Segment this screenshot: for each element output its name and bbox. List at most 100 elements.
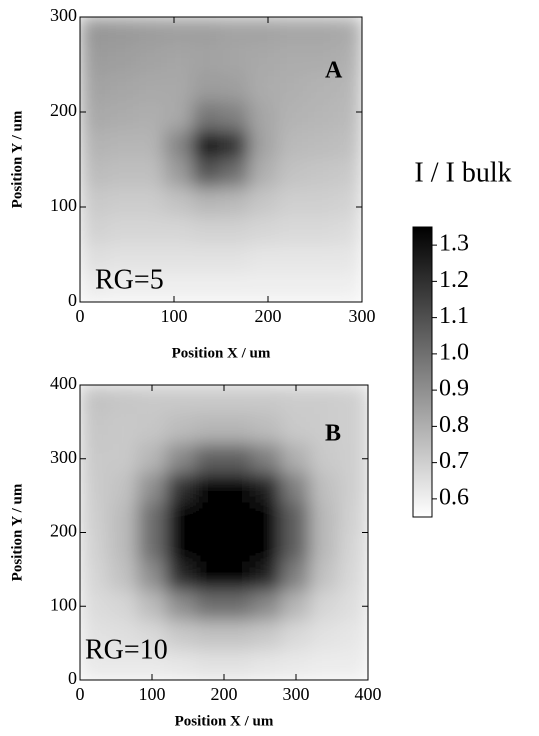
heatmap-area bbox=[80, 17, 362, 302]
cell bbox=[80, 532, 110, 563]
cell bbox=[220, 17, 250, 46]
cell bbox=[276, 102, 307, 132]
heatmap-area bbox=[80, 385, 368, 680]
cell bbox=[165, 502, 196, 533]
cell bbox=[165, 620, 196, 651]
cell bbox=[252, 443, 283, 474]
cell bbox=[192, 73, 222, 103]
x-tick-label: 300 bbox=[283, 684, 310, 704]
cell bbox=[192, 244, 222, 274]
cell bbox=[165, 443, 196, 474]
cell bbox=[248, 244, 278, 274]
cell bbox=[338, 473, 368, 504]
cell bbox=[220, 187, 250, 217]
cell bbox=[220, 244, 250, 274]
x-axis-label: Position X / um bbox=[175, 713, 274, 729]
cell bbox=[223, 620, 254, 651]
cell bbox=[220, 102, 250, 132]
colorbar-tick-label: 0.7 bbox=[439, 448, 469, 474]
y-tick-label: 200 bbox=[50, 521, 77, 541]
cell bbox=[194, 473, 225, 504]
cell bbox=[220, 130, 250, 160]
cell bbox=[135, 130, 166, 160]
cell bbox=[223, 591, 254, 622]
cell bbox=[338, 502, 368, 533]
cell bbox=[305, 102, 335, 132]
cell bbox=[333, 102, 362, 132]
cell bbox=[276, 159, 307, 189]
cell bbox=[252, 414, 283, 445]
cell bbox=[192, 216, 222, 246]
cell bbox=[80, 620, 110, 651]
cell bbox=[309, 385, 340, 415]
cell bbox=[135, 102, 166, 132]
colorbar bbox=[412, 226, 433, 518]
cell bbox=[338, 414, 368, 445]
cell bbox=[252, 532, 283, 563]
cell bbox=[309, 650, 340, 680]
y-tick-label: 400 bbox=[50, 373, 77, 393]
cell bbox=[305, 17, 335, 46]
panel-label: A bbox=[325, 58, 343, 84]
heatmap bbox=[80, 385, 368, 680]
cell bbox=[80, 102, 109, 132]
cell bbox=[309, 473, 340, 504]
cell bbox=[252, 620, 283, 651]
cell bbox=[107, 102, 137, 132]
cell bbox=[108, 473, 139, 504]
cell bbox=[194, 443, 225, 474]
cell bbox=[338, 620, 368, 651]
cell bbox=[252, 385, 283, 415]
cell bbox=[80, 414, 110, 445]
cell bbox=[137, 591, 167, 622]
y-tick-label: 100 bbox=[50, 195, 77, 215]
cell bbox=[333, 216, 362, 246]
cell bbox=[135, 187, 166, 217]
cell bbox=[135, 273, 166, 302]
y-tick-label: 0 bbox=[68, 290, 77, 310]
cell bbox=[107, 244, 137, 274]
annotation: RG=5 bbox=[95, 264, 164, 295]
cell bbox=[248, 273, 278, 302]
cell bbox=[192, 102, 222, 132]
cell bbox=[309, 502, 340, 533]
colorbar-title: I / I bulk bbox=[414, 157, 511, 188]
cell bbox=[80, 244, 109, 274]
cell bbox=[192, 17, 222, 46]
cell bbox=[220, 216, 250, 246]
cell bbox=[276, 216, 307, 246]
cell bbox=[333, 187, 362, 217]
cell bbox=[108, 443, 139, 474]
cell bbox=[194, 414, 225, 445]
y-axis-label: Position Y / um bbox=[9, 110, 25, 208]
cell bbox=[220, 45, 250, 75]
cell bbox=[107, 73, 137, 103]
cell bbox=[80, 273, 109, 302]
cell bbox=[137, 443, 167, 474]
y-tick-label: 0 bbox=[68, 668, 77, 688]
colorbar-tick-label: 1.3 bbox=[439, 231, 469, 257]
cell bbox=[252, 473, 283, 504]
cell bbox=[333, 17, 362, 46]
cell bbox=[281, 443, 311, 474]
cell bbox=[276, 130, 307, 160]
cell bbox=[333, 244, 362, 274]
cell bbox=[252, 502, 283, 533]
x-tick-label: 200 bbox=[255, 306, 282, 326]
cell bbox=[333, 73, 362, 103]
colorbar-tick-label: 1.1 bbox=[439, 303, 469, 329]
x-tick-label: 100 bbox=[161, 306, 188, 326]
cell bbox=[108, 620, 139, 651]
cell bbox=[309, 591, 340, 622]
cell bbox=[80, 650, 110, 680]
cell bbox=[164, 17, 194, 46]
cell bbox=[80, 561, 110, 592]
cell bbox=[80, 187, 109, 217]
cell bbox=[135, 159, 166, 189]
cell bbox=[165, 385, 196, 415]
cell bbox=[281, 591, 311, 622]
x-tick-label: 400 bbox=[355, 684, 382, 704]
cell bbox=[192, 187, 222, 217]
cell bbox=[248, 159, 278, 189]
cell bbox=[80, 502, 110, 533]
